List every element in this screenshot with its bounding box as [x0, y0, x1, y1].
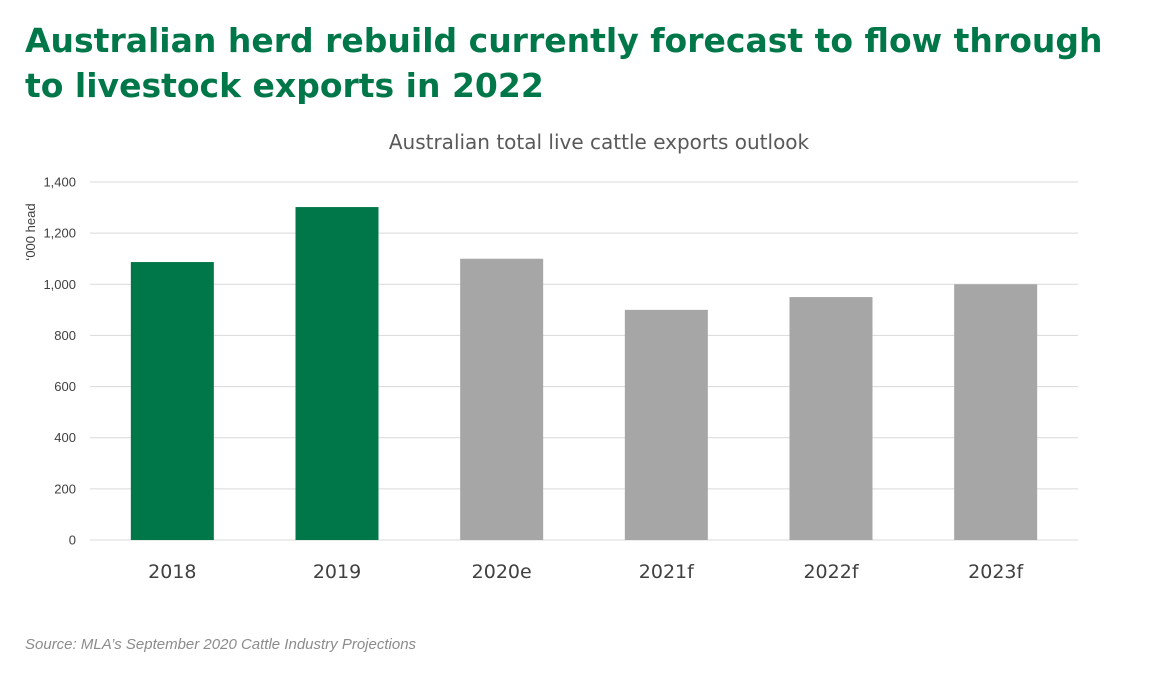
- y-tick-label-1200: 1,200: [43, 226, 76, 241]
- y-tick-label-1000: 1,000: [43, 277, 76, 292]
- x-tick-label-2020e: 2020e: [472, 561, 532, 583]
- y-axis-ticks: 0 200 400 600 800 1,000 1,200 1,400: [43, 175, 76, 548]
- bar-2023f: [954, 284, 1038, 540]
- bar-2022f: [789, 297, 873, 540]
- bar-2018: [130, 262, 214, 540]
- x-tick-label-2022f: 2022f: [803, 561, 859, 583]
- x-axis-ticks: 2018 2019 2020e 2021f 2022f 2023f: [148, 561, 1024, 583]
- headline: Australian herd rebuild currently foreca…: [25, 21, 1103, 105]
- y-tick-label-800: 800: [54, 328, 76, 343]
- source-note: Source: MLA’s September 2020 Cattle Indu…: [25, 636, 417, 653]
- y-axis-label: ‘000 head: [23, 203, 38, 260]
- y-tick-label-1400: 1,400: [43, 175, 76, 190]
- gridlines: [90, 181, 1078, 541]
- y-tick-label-600: 600: [54, 379, 76, 394]
- bar-2020e: [460, 258, 544, 540]
- x-tick-label-2019: 2019: [313, 561, 361, 583]
- y-tick-label-400: 400: [54, 430, 76, 445]
- bar-2021f: [624, 309, 708, 540]
- bar-2019: [295, 207, 379, 540]
- y-tick-label-0: 0: [69, 533, 76, 548]
- chart-title: Australian total live cattle exports out…: [389, 130, 810, 154]
- x-tick-label-2018: 2018: [148, 561, 196, 583]
- bars: [130, 207, 1038, 540]
- x-tick-label-2023f: 2023f: [968, 561, 1024, 583]
- y-tick-label-200: 200: [54, 481, 76, 496]
- x-tick-label-2021f: 2021f: [639, 561, 695, 583]
